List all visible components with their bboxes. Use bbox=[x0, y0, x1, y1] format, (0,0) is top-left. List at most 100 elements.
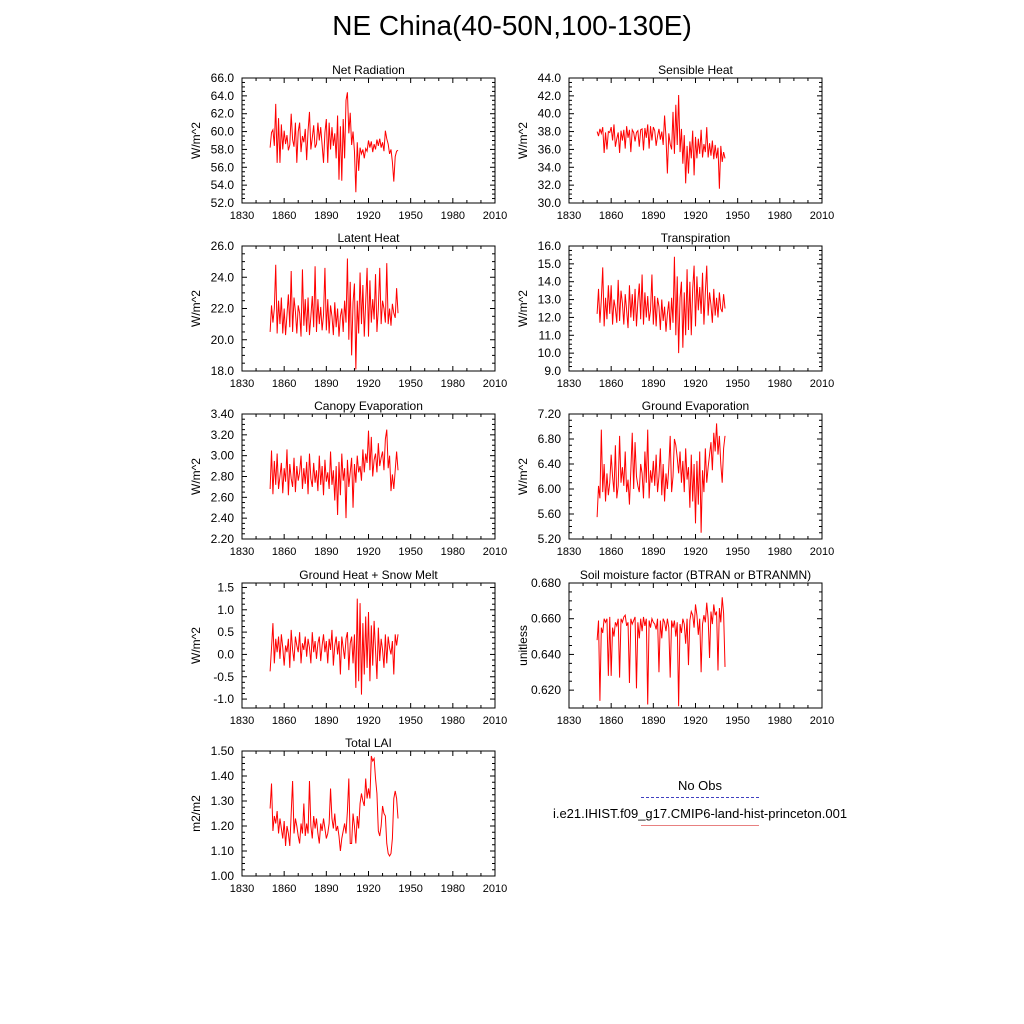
chart-title: Total LAI bbox=[345, 736, 392, 750]
x-tick-label: 1950 bbox=[725, 378, 749, 390]
x-tick-label: 1830 bbox=[557, 378, 581, 390]
chart-title: Net Radiation bbox=[332, 63, 405, 77]
x-tick-label: 1890 bbox=[314, 546, 338, 558]
x-tick-label: 1920 bbox=[683, 378, 707, 390]
y-tick-label: 64.0 bbox=[211, 89, 235, 103]
chart-panel: Transpiration W/m^2 1830 1860 1890 1920 1950 19… bbox=[516, 231, 834, 390]
y-axis-label: W/m^2 bbox=[189, 458, 203, 495]
x-tick-label: 1860 bbox=[599, 378, 623, 390]
y-tick-label: 2.80 bbox=[211, 470, 235, 484]
y-axis-label: W/m^2 bbox=[189, 290, 203, 327]
x-tick-label: 1920 bbox=[356, 883, 380, 895]
y-tick-label: 1.20 bbox=[211, 819, 235, 833]
y-tick-label: 44.0 bbox=[538, 71, 562, 85]
y-tick-label: -1.0 bbox=[213, 692, 234, 706]
x-tick-label: 1950 bbox=[725, 210, 749, 222]
y-tick-label: 22.0 bbox=[211, 302, 235, 316]
x-tick-label: 1980 bbox=[768, 546, 792, 558]
chart-title: Soil moisture factor (BTRAN or BTRANMN) bbox=[580, 568, 811, 582]
legend: No Obs i.e21.IHIST.f09_g17.CMIP6-land-hi… bbox=[540, 778, 860, 826]
y-tick-label: 11.0 bbox=[539, 328, 562, 342]
y-tick-label: 9.0 bbox=[544, 364, 561, 378]
x-tick-label: 1860 bbox=[272, 378, 296, 390]
y-tick-label: 7.20 bbox=[538, 407, 562, 421]
x-tick-label: 1950 bbox=[398, 883, 422, 895]
y-tick-label: 2.60 bbox=[211, 490, 235, 504]
x-tick-label: 1890 bbox=[314, 378, 338, 390]
y-tick-label: 0.660 bbox=[531, 612, 561, 626]
chart-title: Sensible Heat bbox=[658, 63, 733, 77]
y-tick-label: 52.0 bbox=[211, 196, 235, 210]
y-tick-label: 1.50 bbox=[211, 744, 235, 758]
y-tick-label: 24.0 bbox=[211, 270, 235, 284]
y-tick-label: 66.0 bbox=[211, 71, 235, 85]
x-tick-label: 1830 bbox=[230, 546, 254, 558]
x-tick-label: 1950 bbox=[398, 715, 422, 727]
y-tick-label: 36.0 bbox=[538, 142, 562, 156]
y-axis-label: W/m^2 bbox=[516, 458, 530, 495]
chart-panel: Sensible Heat W/m^2 1830 1860 1890 1920 1950 19… bbox=[516, 63, 834, 222]
y-tick-label: 6.40 bbox=[538, 457, 562, 471]
x-tick-label: 1830 bbox=[230, 883, 254, 895]
x-tick-label: 2010 bbox=[810, 210, 834, 222]
y-axis-label: W/m^2 bbox=[189, 627, 203, 664]
y-axis-label: unitless bbox=[516, 625, 530, 666]
x-tick-label: 1890 bbox=[314, 883, 338, 895]
y-tick-label: 54.0 bbox=[211, 178, 235, 192]
y-tick-label: 34.0 bbox=[538, 160, 562, 174]
y-tick-label: 32.0 bbox=[538, 178, 562, 192]
chart-title: Transpiration bbox=[661, 231, 731, 245]
series-line bbox=[596, 597, 726, 707]
y-tick-label: 1.30 bbox=[211, 794, 235, 808]
page-title: NE China(40-50N,100-130E) bbox=[332, 10, 692, 41]
x-tick-label: 1860 bbox=[272, 883, 296, 895]
plot-frame bbox=[241, 750, 496, 877]
y-tick-label: 15.0 bbox=[538, 257, 562, 271]
chart-panel: Soil moisture factor (BTRAN or BTRANMN) u… bbox=[516, 568, 834, 727]
y-tick-label: 5.20 bbox=[538, 532, 562, 546]
series-line bbox=[269, 755, 399, 858]
y-tick-label: 62.0 bbox=[211, 107, 235, 121]
plot-frame bbox=[568, 582, 823, 709]
chart-title: Ground Evaporation bbox=[642, 399, 749, 413]
x-tick-label: 1890 bbox=[314, 210, 338, 222]
x-tick-label: 1860 bbox=[599, 210, 623, 222]
series-line bbox=[269, 258, 399, 370]
x-tick-label: 1860 bbox=[599, 546, 623, 558]
y-tick-label: 1.0 bbox=[217, 603, 234, 617]
y-axis-label: W/m^2 bbox=[516, 290, 530, 327]
x-tick-label: 2010 bbox=[483, 883, 507, 895]
series-line bbox=[596, 94, 726, 189]
x-tick-label: 1830 bbox=[230, 715, 254, 727]
x-tick-label: 1830 bbox=[557, 210, 581, 222]
legend-line-model bbox=[641, 825, 759, 826]
y-tick-label: 30.0 bbox=[538, 196, 562, 210]
x-tick-label: 1920 bbox=[356, 546, 380, 558]
y-tick-label: 2.20 bbox=[211, 532, 235, 546]
series-line bbox=[269, 92, 399, 193]
x-tick-label: 2010 bbox=[483, 210, 507, 222]
y-tick-label: 13.0 bbox=[538, 293, 562, 307]
x-tick-label: 1830 bbox=[230, 378, 254, 390]
legend-label-model: i.e21.IHIST.f09_g17.CMIP6-land-hist-prin… bbox=[552, 806, 848, 821]
chart-title: Latent Heat bbox=[337, 231, 400, 245]
y-tick-label: 0.0 bbox=[217, 647, 234, 661]
series-line bbox=[596, 256, 726, 354]
x-tick-label: 2010 bbox=[483, 715, 507, 727]
y-tick-label: 5.60 bbox=[538, 507, 562, 521]
y-tick-label: 0.640 bbox=[531, 647, 561, 661]
x-tick-label: 1950 bbox=[398, 210, 422, 222]
x-tick-label: 1920 bbox=[356, 210, 380, 222]
y-tick-label: 42.0 bbox=[538, 89, 562, 103]
y-tick-label: 12.0 bbox=[538, 310, 562, 324]
y-axis-label: m2/m2 bbox=[189, 795, 203, 832]
x-tick-label: 1980 bbox=[441, 715, 465, 727]
chart-panel: Net Radiation W/m^2 1830 1860 1890 1920 1950 19… bbox=[189, 63, 507, 222]
series-line bbox=[596, 423, 726, 533]
x-tick-label: 2010 bbox=[810, 546, 834, 558]
y-tick-label: 10.0 bbox=[538, 346, 562, 360]
x-tick-label: 1890 bbox=[641, 378, 665, 390]
y-tick-label: 3.20 bbox=[211, 428, 235, 442]
plot-frame bbox=[241, 245, 496, 372]
y-tick-label: 14.0 bbox=[538, 275, 562, 289]
